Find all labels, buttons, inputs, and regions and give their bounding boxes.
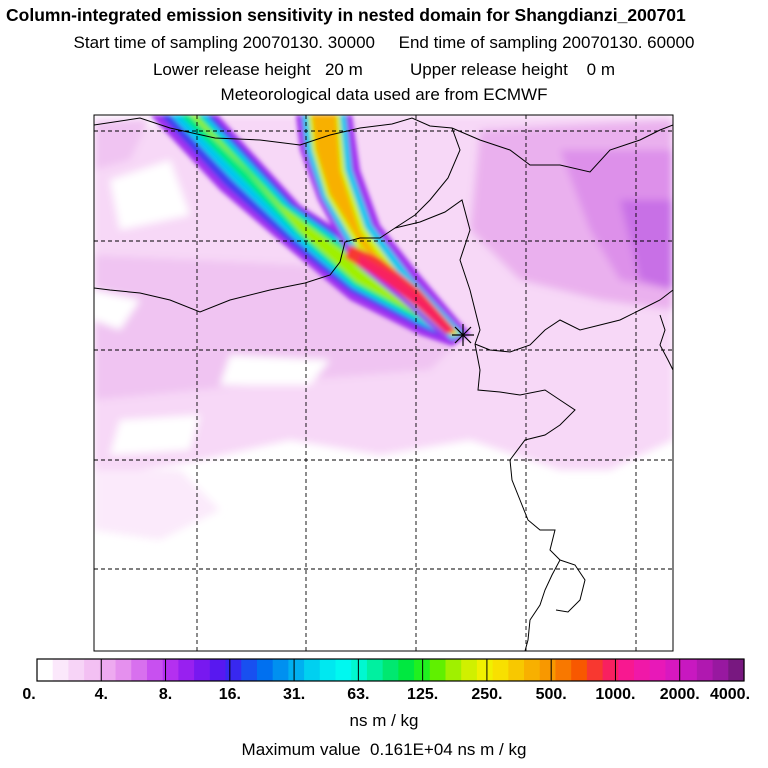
colorbar-cell (178, 659, 195, 681)
colorbar-cell (649, 659, 667, 681)
coastline-east (474, 289, 673, 353)
colorbar-cell (665, 659, 682, 681)
colorbar-cell (571, 659, 588, 681)
colorbar-cell (602, 659, 619, 681)
colorbar-cell (445, 659, 462, 681)
colorbar-tick-label: 125. (407, 686, 439, 703)
colorbar-tick-label: 8. (158, 686, 173, 703)
colorbar-cell (84, 659, 101, 681)
receptor-star-icon (452, 324, 474, 346)
colorbar-cell (115, 659, 132, 681)
colorbar-tick-label: 16. (218, 686, 241, 703)
colorbar-cell (696, 659, 714, 681)
colorbar-cell (539, 659, 557, 681)
colorbar-tick-label: 4000. (709, 686, 751, 703)
colorbar-cell (256, 659, 274, 681)
met-data-text: Meteorological data used are from ECMWF (220, 85, 548, 104)
colorbar-cell (634, 659, 651, 681)
colorbar-cell (712, 659, 729, 681)
colorbar-cell (508, 659, 525, 681)
colorbar-cells (37, 659, 745, 681)
colorbar-cell (52, 659, 70, 681)
colorbar-cell (146, 659, 164, 681)
colorbar-cell (225, 659, 242, 681)
coastlines (94, 117, 673, 651)
field-layer (94, 115, 673, 651)
colorbar-cell (131, 659, 148, 681)
lat-lon-grid (94, 115, 673, 651)
colorbar-units: ns m / kg (349, 711, 419, 730)
colorbar-cell (728, 659, 745, 681)
colorbar-cell (366, 659, 384, 681)
colorbar-cell (304, 659, 321, 681)
coastline-bohai (394, 199, 481, 345)
colorbar-cell (335, 659, 352, 681)
colorbar-cell (586, 659, 604, 681)
colorbar-cell (555, 659, 572, 681)
colorbar-cell (99, 659, 117, 681)
colorbar-tick-label: 500. (535, 686, 567, 703)
colorbar-cell (351, 659, 368, 681)
sampling-time-text: Start time of sampling 20070130. 30000 E… (73, 33, 695, 52)
low-sensitivity-south (94, 470, 220, 540)
colorbar-cell (398, 659, 415, 681)
colorbar-cell (382, 659, 399, 681)
colorbar-cell (209, 659, 227, 681)
colorbar-frame (36, 658, 745, 682)
release-height-text: Lower release height 20 m Upper release … (152, 60, 616, 79)
colorbar-cell (319, 659, 337, 681)
colorbar-cell (194, 659, 211, 681)
colorbar-cell (476, 659, 494, 681)
colorbar-cell (618, 659, 635, 681)
border-line (94, 117, 453, 146)
colorbar-cell (461, 659, 478, 681)
colorbar-cell (524, 659, 541, 681)
colorbar-tick-label: 1000. (595, 686, 636, 703)
max-value-text: Maximum value 0.161E+04 ns m / kg (241, 740, 527, 759)
colorbar-cell (162, 659, 179, 681)
map-frame (93, 114, 674, 652)
map-title: Column-integrated emission sensitivity i… (6, 5, 686, 25)
colorbar-tick-label: 0. (22, 686, 36, 703)
colorbar-cell (681, 659, 698, 681)
colorbar-tick-label: 4. (94, 686, 108, 703)
colorbar-cell (37, 659, 54, 681)
colorbar-cell (241, 659, 258, 681)
colorbar-cell (68, 659, 85, 681)
colorbar-tick-label: 31. (282, 686, 306, 703)
colorbar-tick-label: 2000. (659, 686, 700, 703)
colorbar-tick-label: 63. (347, 686, 370, 703)
colorbar-cell (288, 659, 305, 681)
colorbar-cell (272, 659, 289, 681)
colorbar-cell (429, 659, 447, 681)
colorbar-cell (492, 659, 509, 681)
colorbar-tick-label: 250. (471, 686, 503, 703)
